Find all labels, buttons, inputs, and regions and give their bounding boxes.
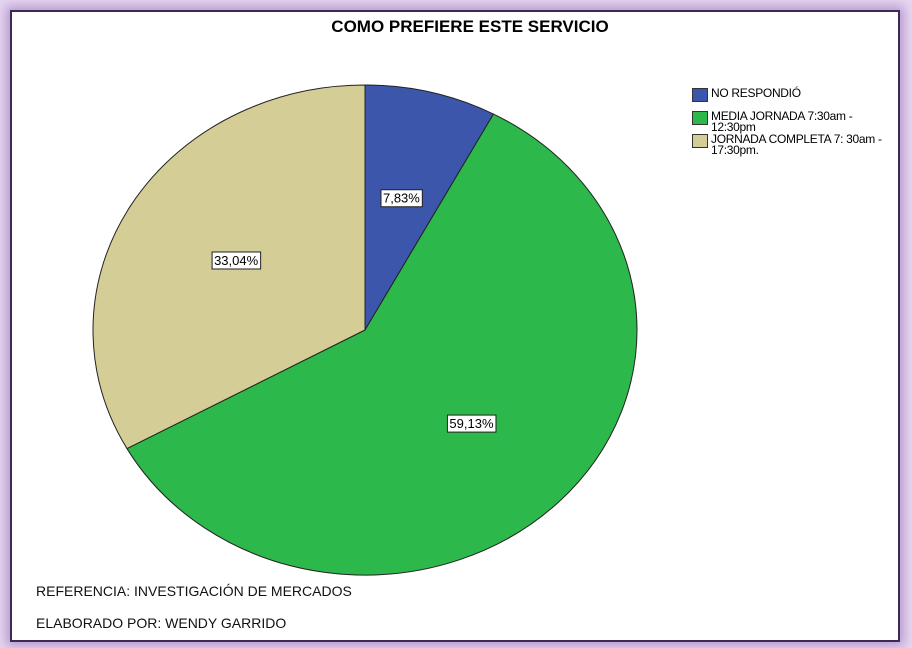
data-label-box — [211, 251, 262, 270]
pie-slice — [126, 113, 638, 576]
legend-item: MEDIA JORNADA 7:30am - 12:30pm — [692, 109, 891, 134]
data-label-box — [380, 189, 423, 208]
data-label: 7,83% — [383, 191, 420, 206]
legend-item: NO RESPONDIÓ — [692, 86, 891, 102]
data-label: 59,13% — [449, 416, 494, 431]
data-label-box — [446, 414, 497, 433]
legend-swatch — [692, 111, 708, 125]
annotation: ELABORADO POR: WENDY GARRIDO — [36, 615, 287, 631]
legend-swatch — [692, 88, 708, 102]
annotation: REFERENCIA: INVESTIGACIÓN DE MERCADOS — [36, 583, 352, 599]
legend-label: JORNADA COMPLETA 7: 30am - 17:30pm. — [711, 132, 882, 157]
legend-swatch — [692, 134, 708, 148]
legend-item: JORNADA COMPLETA 7: 30am - 17:30pm. — [692, 132, 891, 157]
legend-label: MEDIA JORNADA 7:30am - 12:30pm — [711, 109, 853, 134]
pie-slice — [364, 84, 495, 332]
legend-label: NO RESPONDIÓ — [711, 86, 801, 100]
data-label: 33,04% — [214, 253, 259, 268]
chart-title: COMO PREFIERE ESTE SERVICIO — [331, 17, 608, 36]
